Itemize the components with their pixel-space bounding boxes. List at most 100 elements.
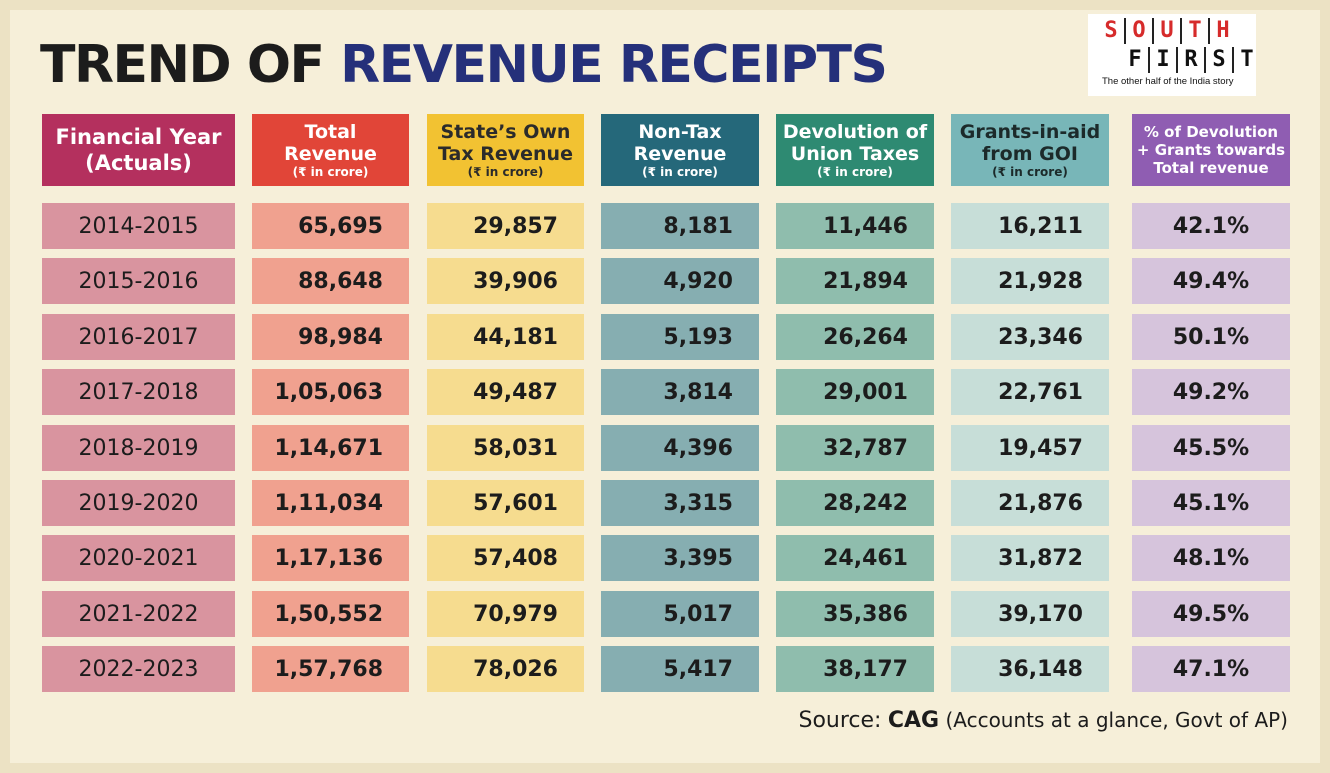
cell-grants: 19,457 — [951, 425, 1109, 471]
logo-letter: S — [1098, 18, 1126, 44]
cell-total-revenue: 1,05,063 — [252, 369, 409, 415]
cell-percent: 50.1% — [1132, 314, 1290, 360]
source-detail: (Accounts at a glance, Govt of AP) — [945, 708, 1288, 732]
cell-grants: 21,928 — [951, 258, 1109, 304]
cell-non-tax: 5,417 — [601, 646, 759, 692]
cell-devolution: 21,894 — [776, 258, 934, 304]
source-name: CAG — [887, 708, 940, 733]
cell-non-tax: 3,814 — [601, 369, 759, 415]
cell-devolution: 28,242 — [776, 480, 934, 526]
header-own-tax-revenue: State’s Own Tax Revenue (₹ in crore) — [427, 114, 584, 186]
source-prefix: Source: — [798, 708, 882, 733]
cell-year: 2017-2018 — [42, 369, 235, 415]
cell-year: 2021-2022 — [42, 591, 235, 637]
cell-own-tax: 58,031 — [427, 425, 584, 471]
cell-total-revenue: 88,648 — [252, 258, 409, 304]
header-label: Grants-in-aid from GOI — [959, 120, 1101, 165]
logo-letter: H — [1216, 18, 1230, 43]
cell-percent: 49.2% — [1132, 369, 1290, 415]
cell-non-tax: 5,193 — [601, 314, 759, 360]
cell-non-tax: 4,920 — [601, 258, 759, 304]
cell-year: 2015-2016 — [42, 258, 235, 304]
cell-non-tax: 3,315 — [601, 480, 759, 526]
cell-grants: 16,211 — [951, 203, 1109, 249]
cell-grants: 21,876 — [951, 480, 1109, 526]
cell-grants: 23,346 — [951, 314, 1109, 360]
cell-year: 2018-2019 — [42, 425, 235, 471]
cell-own-tax: 29,857 — [427, 203, 584, 249]
logo-row-south: S O U T H — [1098, 18, 1236, 44]
cell-own-tax: 57,408 — [427, 535, 584, 581]
cell-total-revenue: 65,695 — [252, 203, 409, 249]
header-unit: (₹ in crore) — [292, 164, 369, 179]
header-label: State’s Own Tax Revenue — [438, 120, 573, 165]
cell-grants: 22,761 — [951, 369, 1109, 415]
cell-year: 2014-2015 — [42, 203, 235, 249]
cell-year: 2016-2017 — [42, 314, 235, 360]
header-label: Non-Tax Revenue — [633, 120, 727, 165]
cell-percent: 45.5% — [1132, 425, 1290, 471]
cell-total-revenue: 1,50,552 — [252, 591, 409, 637]
logo-tagline: The other half of the India story — [1102, 76, 1234, 87]
header-unit: (₹ in crore) — [817, 164, 893, 179]
cell-percent: 48.1% — [1132, 535, 1290, 581]
source-note: Source: CAG (Accounts at a glance, Govt … — [799, 708, 1289, 733]
logo-letter: R — [1178, 47, 1206, 73]
cell-year: 2019-2020 — [42, 480, 235, 526]
header-non-tax-revenue: Non-Tax Revenue (₹ in crore) — [601, 114, 759, 186]
header-grants-in-aid: Grants-in-aid from GOI (₹ in crore) — [951, 114, 1109, 186]
cell-percent: 47.1% — [1132, 646, 1290, 692]
logo-letter: O — [1126, 18, 1154, 44]
cell-year: 2020-2021 — [42, 535, 235, 581]
cell-percent: 42.1% — [1132, 203, 1290, 249]
logo-letter: F — [1122, 47, 1150, 73]
title-part-dark: TREND OF — [40, 35, 325, 95]
cell-devolution: 24,461 — [776, 535, 934, 581]
logo-letter: T — [1240, 47, 1254, 72]
cell-total-revenue: 1,17,136 — [252, 535, 409, 581]
title-part-blue: REVENUE RECEIPTS — [340, 35, 888, 95]
cell-year: 2022-2023 — [42, 646, 235, 692]
cell-devolution: 35,386 — [776, 591, 934, 637]
header-percent-devolution-grants: % of Devolution + Grants towards Total r… — [1132, 114, 1290, 186]
header-label: % of Devolution + Grants towards Total r… — [1136, 123, 1286, 177]
cell-percent: 49.4% — [1132, 258, 1290, 304]
cell-total-revenue: 1,11,034 — [252, 480, 409, 526]
logo-letter: S — [1206, 47, 1234, 73]
header-total-revenue: Total Revenue (₹ in crore) — [252, 114, 409, 186]
cell-devolution: 32,787 — [776, 425, 934, 471]
cell-grants: 31,872 — [951, 535, 1109, 581]
cell-non-tax: 3,395 — [601, 535, 759, 581]
header-unit: (₹ in crore) — [642, 164, 718, 179]
header-financial-year: Financial Year (Actuals) — [42, 114, 235, 186]
logo-letter: I — [1150, 47, 1178, 73]
cell-devolution: 38,177 — [776, 646, 934, 692]
cell-own-tax: 39,906 — [427, 258, 584, 304]
cell-non-tax: 5,017 — [601, 591, 759, 637]
header-label: Devolution of Union Taxes — [782, 120, 928, 165]
header-label: Financial Year (Actuals) — [55, 125, 222, 175]
header-unit: (₹ in crore) — [992, 164, 1068, 179]
logo-letter: U — [1154, 18, 1182, 44]
cell-own-tax: 78,026 — [427, 646, 584, 692]
cell-total-revenue: 1,57,768 — [252, 646, 409, 692]
cell-own-tax: 44,181 — [427, 314, 584, 360]
cell-grants: 36,148 — [951, 646, 1109, 692]
south-first-logo: S O U T H F I R S T The other half of th… — [1088, 14, 1256, 96]
cell-percent: 49.5% — [1132, 591, 1290, 637]
cell-own-tax: 70,979 — [427, 591, 584, 637]
header-unit: (₹ in crore) — [467, 164, 544, 179]
logo-letter: T — [1182, 18, 1210, 44]
cell-own-tax: 49,487 — [427, 369, 584, 415]
cell-non-tax: 4,396 — [601, 425, 759, 471]
cell-total-revenue: 98,984 — [252, 314, 409, 360]
page-title: TREND OF REVENUE RECEIPTS — [40, 30, 888, 100]
logo-row-first: F I R S T — [1122, 47, 1260, 73]
cell-devolution: 29,001 — [776, 369, 934, 415]
cell-devolution: 11,446 — [776, 203, 934, 249]
header-label: Total Revenue — [284, 120, 377, 165]
cell-total-revenue: 1,14,671 — [252, 425, 409, 471]
header-devolution: Devolution of Union Taxes (₹ in crore) — [776, 114, 934, 186]
cell-devolution: 26,264 — [776, 314, 934, 360]
cell-percent: 45.1% — [1132, 480, 1290, 526]
